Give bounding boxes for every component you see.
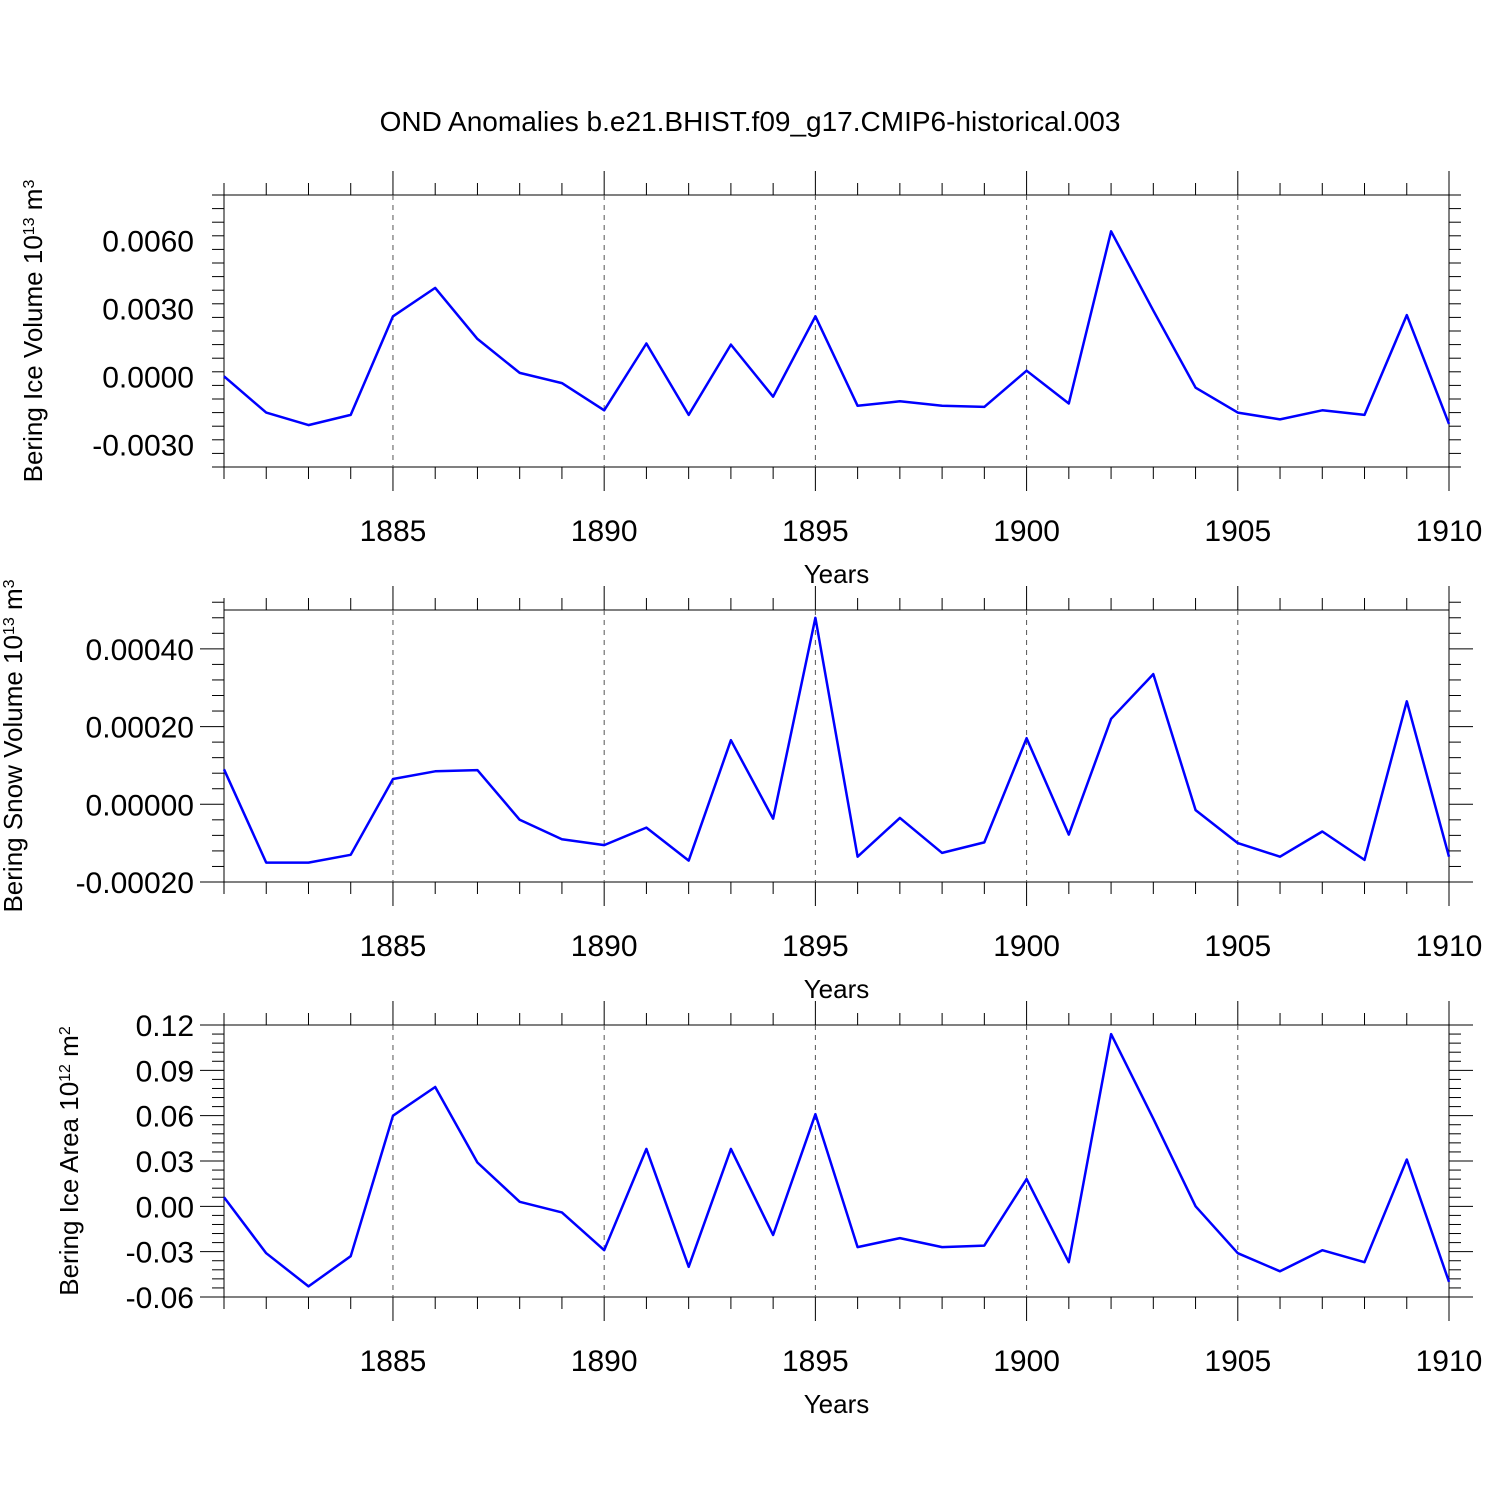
ice-volume-ytick-label: 0.0030 [102,293,194,326]
snow-volume-ytick-label: 0.00020 [86,712,194,745]
ice-volume-ytick-label: 0.0000 [102,361,194,394]
ice-area-x-axis-label: Years [804,1389,870,1419]
snow-volume-ytick-label: -0.00020 [76,867,194,900]
ice-volume-plot-frame [223,194,1450,468]
ice-area-xtick-label: 1890 [571,1345,638,1378]
ice-area-ytick-label: 0.06 [136,1101,194,1134]
snow-volume-y-axis-label: Bering Snow Volume 1013 m3 [0,579,28,912]
snow-volume-xtick-label: 1910 [1416,930,1483,963]
snow-volume-ytick-label: 0.00000 [86,789,194,822]
ice-area-ytick-label: 0.09 [136,1055,194,1088]
snow-volume-plot-frame [223,609,1450,883]
snow-volume-xtick-label: 1895 [782,930,849,963]
ice-volume-xtick-label: 1900 [993,515,1060,548]
ice-area-y-axis-label: Bering Ice Area 1012 m2 [54,1026,84,1296]
ice-volume-xtick-label: 1885 [360,515,427,548]
ice-volume-ytick-label: -0.0030 [92,429,194,462]
ice-area-xtick-label: 1900 [993,1345,1060,1378]
snow-volume-xtick-label: 1900 [993,930,1060,963]
ice-area-series-line [223,1032,1451,1288]
ice-area-plot-frame [223,1024,1450,1298]
ice-volume-series-line [223,230,1451,427]
ice-area-ytick-label: -0.06 [126,1282,194,1315]
chart-title: OND Anomalies b.e21.BHIST.f09_g17.CMIP6-… [380,106,1121,137]
snow-volume-x-axis-label: Years [804,974,870,1004]
snow-volume-xtick-label: 1890 [571,930,638,963]
ice-area-ytick-label: 0.03 [136,1146,194,1179]
ice-volume-xtick-label: 1895 [782,515,849,548]
ice-volume-ytick-label: 0.0060 [102,225,194,258]
ice-volume-x-axis-label: Years [804,559,870,589]
ice-volume-xtick-label: 1890 [571,515,638,548]
snow-volume-xtick-label: 1885 [360,930,427,963]
ice-area-xtick-label: 1905 [1204,1345,1271,1378]
ice-area-xtick-label: 1885 [360,1345,427,1378]
snow-volume-xtick-label: 1905 [1204,930,1271,963]
ice-volume-xtick-label: 1910 [1416,515,1483,548]
ice-area-ytick-label: -0.03 [126,1237,194,1270]
snow-volume-ytick-label: 0.00040 [86,634,194,667]
ice-area-ytick-label: 0.12 [136,1010,194,1043]
ice-area-ytick-label: 0.00 [136,1191,194,1224]
ice-area-xtick-label: 1895 [782,1345,849,1378]
snow-volume-series-line [222,616,1451,864]
ice-volume-xtick-label: 1905 [1204,515,1271,548]
ice-area-xtick-label: 1910 [1416,1345,1483,1378]
ice-volume-y-axis-label: Bering Ice Volume 1013 m3 [18,180,48,483]
